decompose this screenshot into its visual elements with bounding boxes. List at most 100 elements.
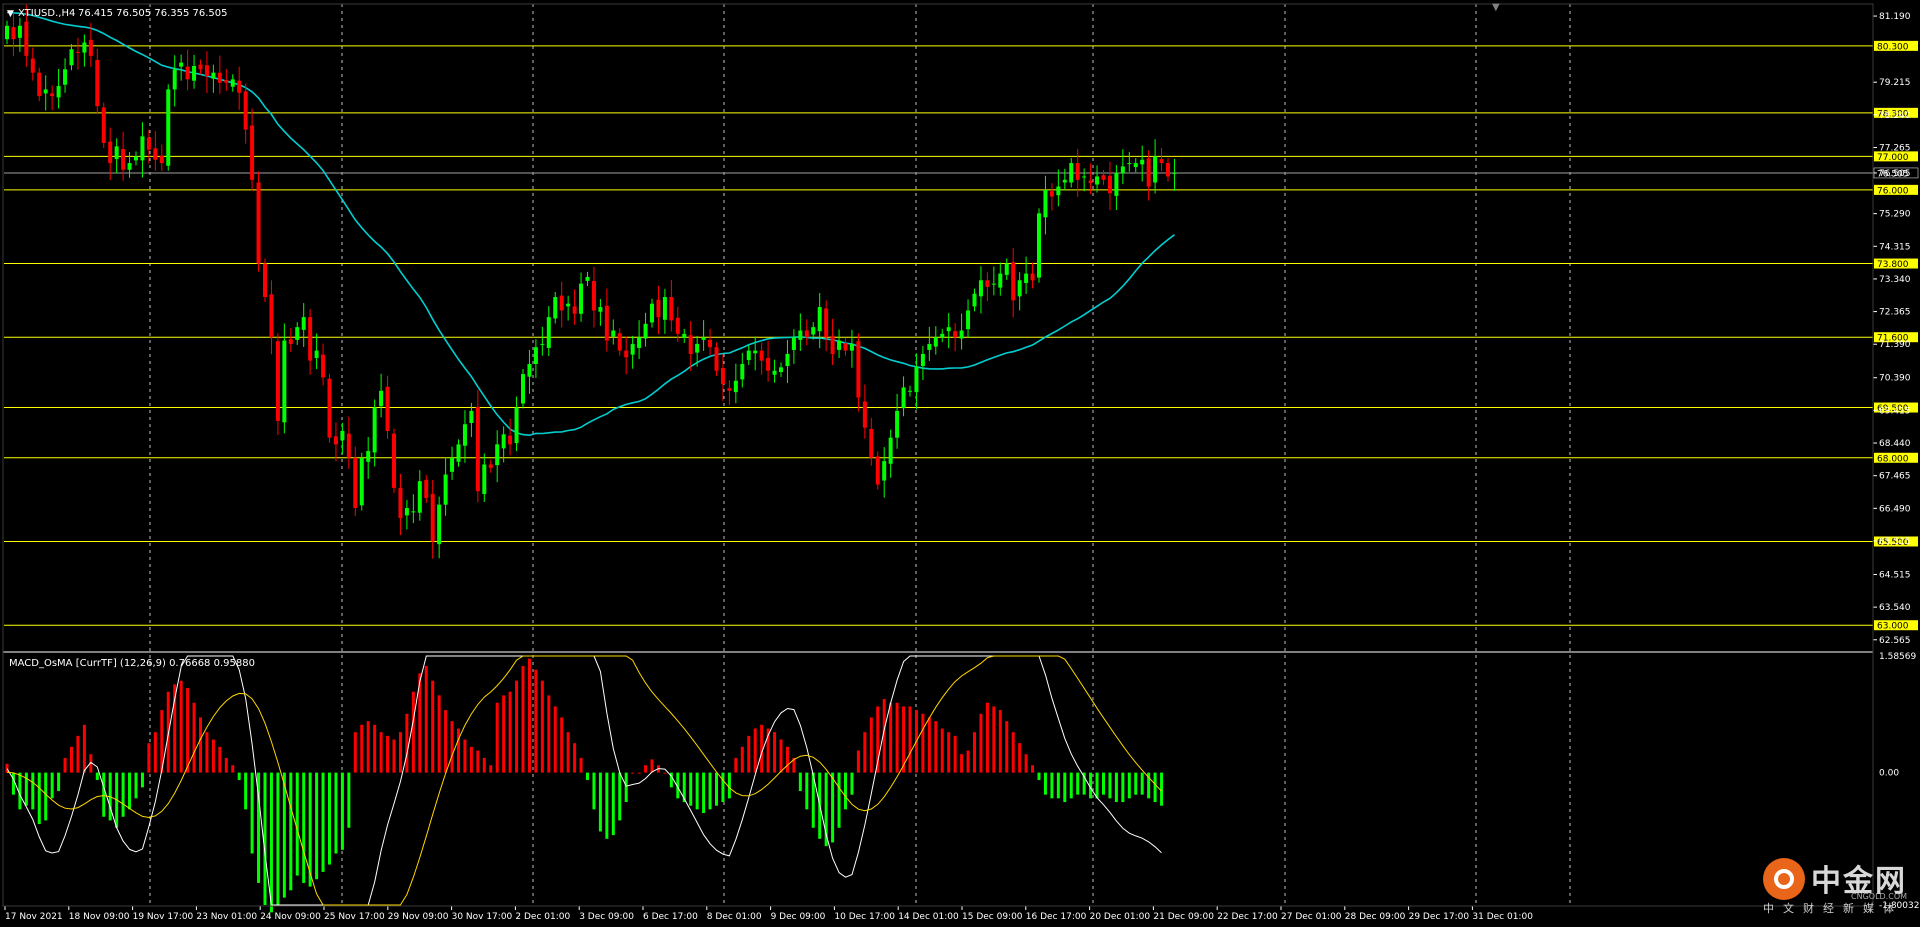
candle-body xyxy=(1172,172,1177,174)
candle-body xyxy=(314,350,319,358)
histogram-bar xyxy=(766,728,770,773)
candle-body xyxy=(688,335,693,354)
histogram-bar xyxy=(753,728,757,773)
candle-body xyxy=(630,343,635,355)
candle-body xyxy=(901,387,906,409)
candle-body xyxy=(591,280,596,311)
candle-body xyxy=(650,303,654,323)
histogram-bar xyxy=(353,732,357,773)
candle-body xyxy=(830,335,835,354)
histogram-bar xyxy=(192,702,196,773)
candle-body xyxy=(443,474,448,505)
histogram-bar xyxy=(431,680,435,773)
histogram-bar xyxy=(760,724,764,773)
histogram-bar xyxy=(515,680,519,773)
price-tick-label: 75.290 xyxy=(1879,210,1911,220)
candle-body xyxy=(585,276,590,281)
candle-body xyxy=(746,350,751,360)
histogram-bar xyxy=(140,772,144,788)
histogram-bar xyxy=(269,772,273,913)
candle-body xyxy=(540,343,545,345)
histogram-bar xyxy=(798,772,802,791)
histogram-bar xyxy=(482,757,486,773)
histogram-bar xyxy=(276,772,280,905)
candle-body xyxy=(204,65,209,76)
histogram-bar xyxy=(457,728,460,773)
candle-body xyxy=(933,337,938,347)
histogram-bar xyxy=(1121,772,1125,803)
histogram-bar xyxy=(424,665,428,773)
histogram-bar xyxy=(527,658,531,773)
candle-body xyxy=(172,69,177,90)
histogram-bar xyxy=(173,684,177,773)
histogram-bar xyxy=(186,688,190,773)
candle-body xyxy=(495,444,500,466)
candle-body xyxy=(275,341,280,421)
candle-body xyxy=(69,49,74,66)
candle-body xyxy=(269,294,274,338)
histogram-bar xyxy=(508,691,512,773)
histogram-bar xyxy=(237,772,241,780)
histogram-bar xyxy=(721,772,725,803)
candle-body xyxy=(224,80,229,83)
histogram-bar xyxy=(289,772,293,891)
candle-body xyxy=(295,327,300,340)
histogram-bar xyxy=(850,772,854,795)
candle-body xyxy=(282,340,287,423)
time-label: 24 Nov 09:00 xyxy=(260,912,321,922)
histogram-bar xyxy=(927,717,931,773)
candle-body xyxy=(1140,159,1145,165)
candle-body xyxy=(895,410,900,438)
histogram-bar xyxy=(573,743,577,773)
time-label: 21 Dec 09:00 xyxy=(1153,912,1214,922)
brand-name: 中金网 xyxy=(1811,864,1907,899)
time-label: 9 Dec 09:00 xyxy=(771,912,826,922)
shift-marker-icon[interactable]: ▼ xyxy=(1492,2,1500,13)
candle-body xyxy=(230,79,235,87)
brand-logo-icon xyxy=(1763,858,1805,900)
candle-body xyxy=(424,479,429,498)
candle-body xyxy=(533,347,538,364)
price-tick-label: 66.490 xyxy=(1879,504,1911,514)
candle-body xyxy=(462,424,467,446)
candle-body xyxy=(753,350,758,354)
histogram-bar xyxy=(902,706,906,773)
candle-body xyxy=(869,428,874,458)
candle-body xyxy=(353,457,358,508)
histogram-bar xyxy=(398,732,402,773)
dropdown-icon[interactable]: ▼ xyxy=(7,9,14,19)
candle-body xyxy=(134,156,138,161)
candle-body xyxy=(114,146,119,160)
candle-body xyxy=(798,330,803,340)
histogram-bar xyxy=(1005,721,1009,773)
candle-body xyxy=(714,347,719,371)
candle-body xyxy=(611,330,616,337)
histogram-bar xyxy=(734,757,738,773)
candle-body xyxy=(301,317,306,330)
candle-body xyxy=(766,357,771,371)
candle-body xyxy=(140,136,145,161)
level-badge xyxy=(1874,332,1918,343)
histogram-bar xyxy=(411,691,415,773)
price-tick-label: 64.515 xyxy=(1879,570,1911,580)
histogram-bar xyxy=(1095,772,1099,799)
candle-body xyxy=(327,378,332,438)
macd-scale-label: -1.80032 xyxy=(1879,901,1919,911)
histogram-bar xyxy=(824,772,828,847)
candle-body xyxy=(456,444,461,462)
candle-body xyxy=(263,263,267,298)
time-label: 3 Dec 09:00 xyxy=(579,912,634,922)
candle-body xyxy=(882,461,887,481)
price-tick-label: 62.565 xyxy=(1879,636,1911,646)
histogram-bar xyxy=(637,772,641,774)
level-label: 65.500 xyxy=(1877,538,1909,548)
candle-body xyxy=(1049,191,1054,197)
candle-body xyxy=(546,317,551,348)
price-tick-label: 76.505 xyxy=(1879,169,1911,179)
histogram-bar xyxy=(611,772,615,836)
candle-body xyxy=(817,307,822,332)
candle-body xyxy=(1082,176,1087,178)
histogram-bar xyxy=(1076,772,1080,795)
candle-body xyxy=(521,374,525,404)
